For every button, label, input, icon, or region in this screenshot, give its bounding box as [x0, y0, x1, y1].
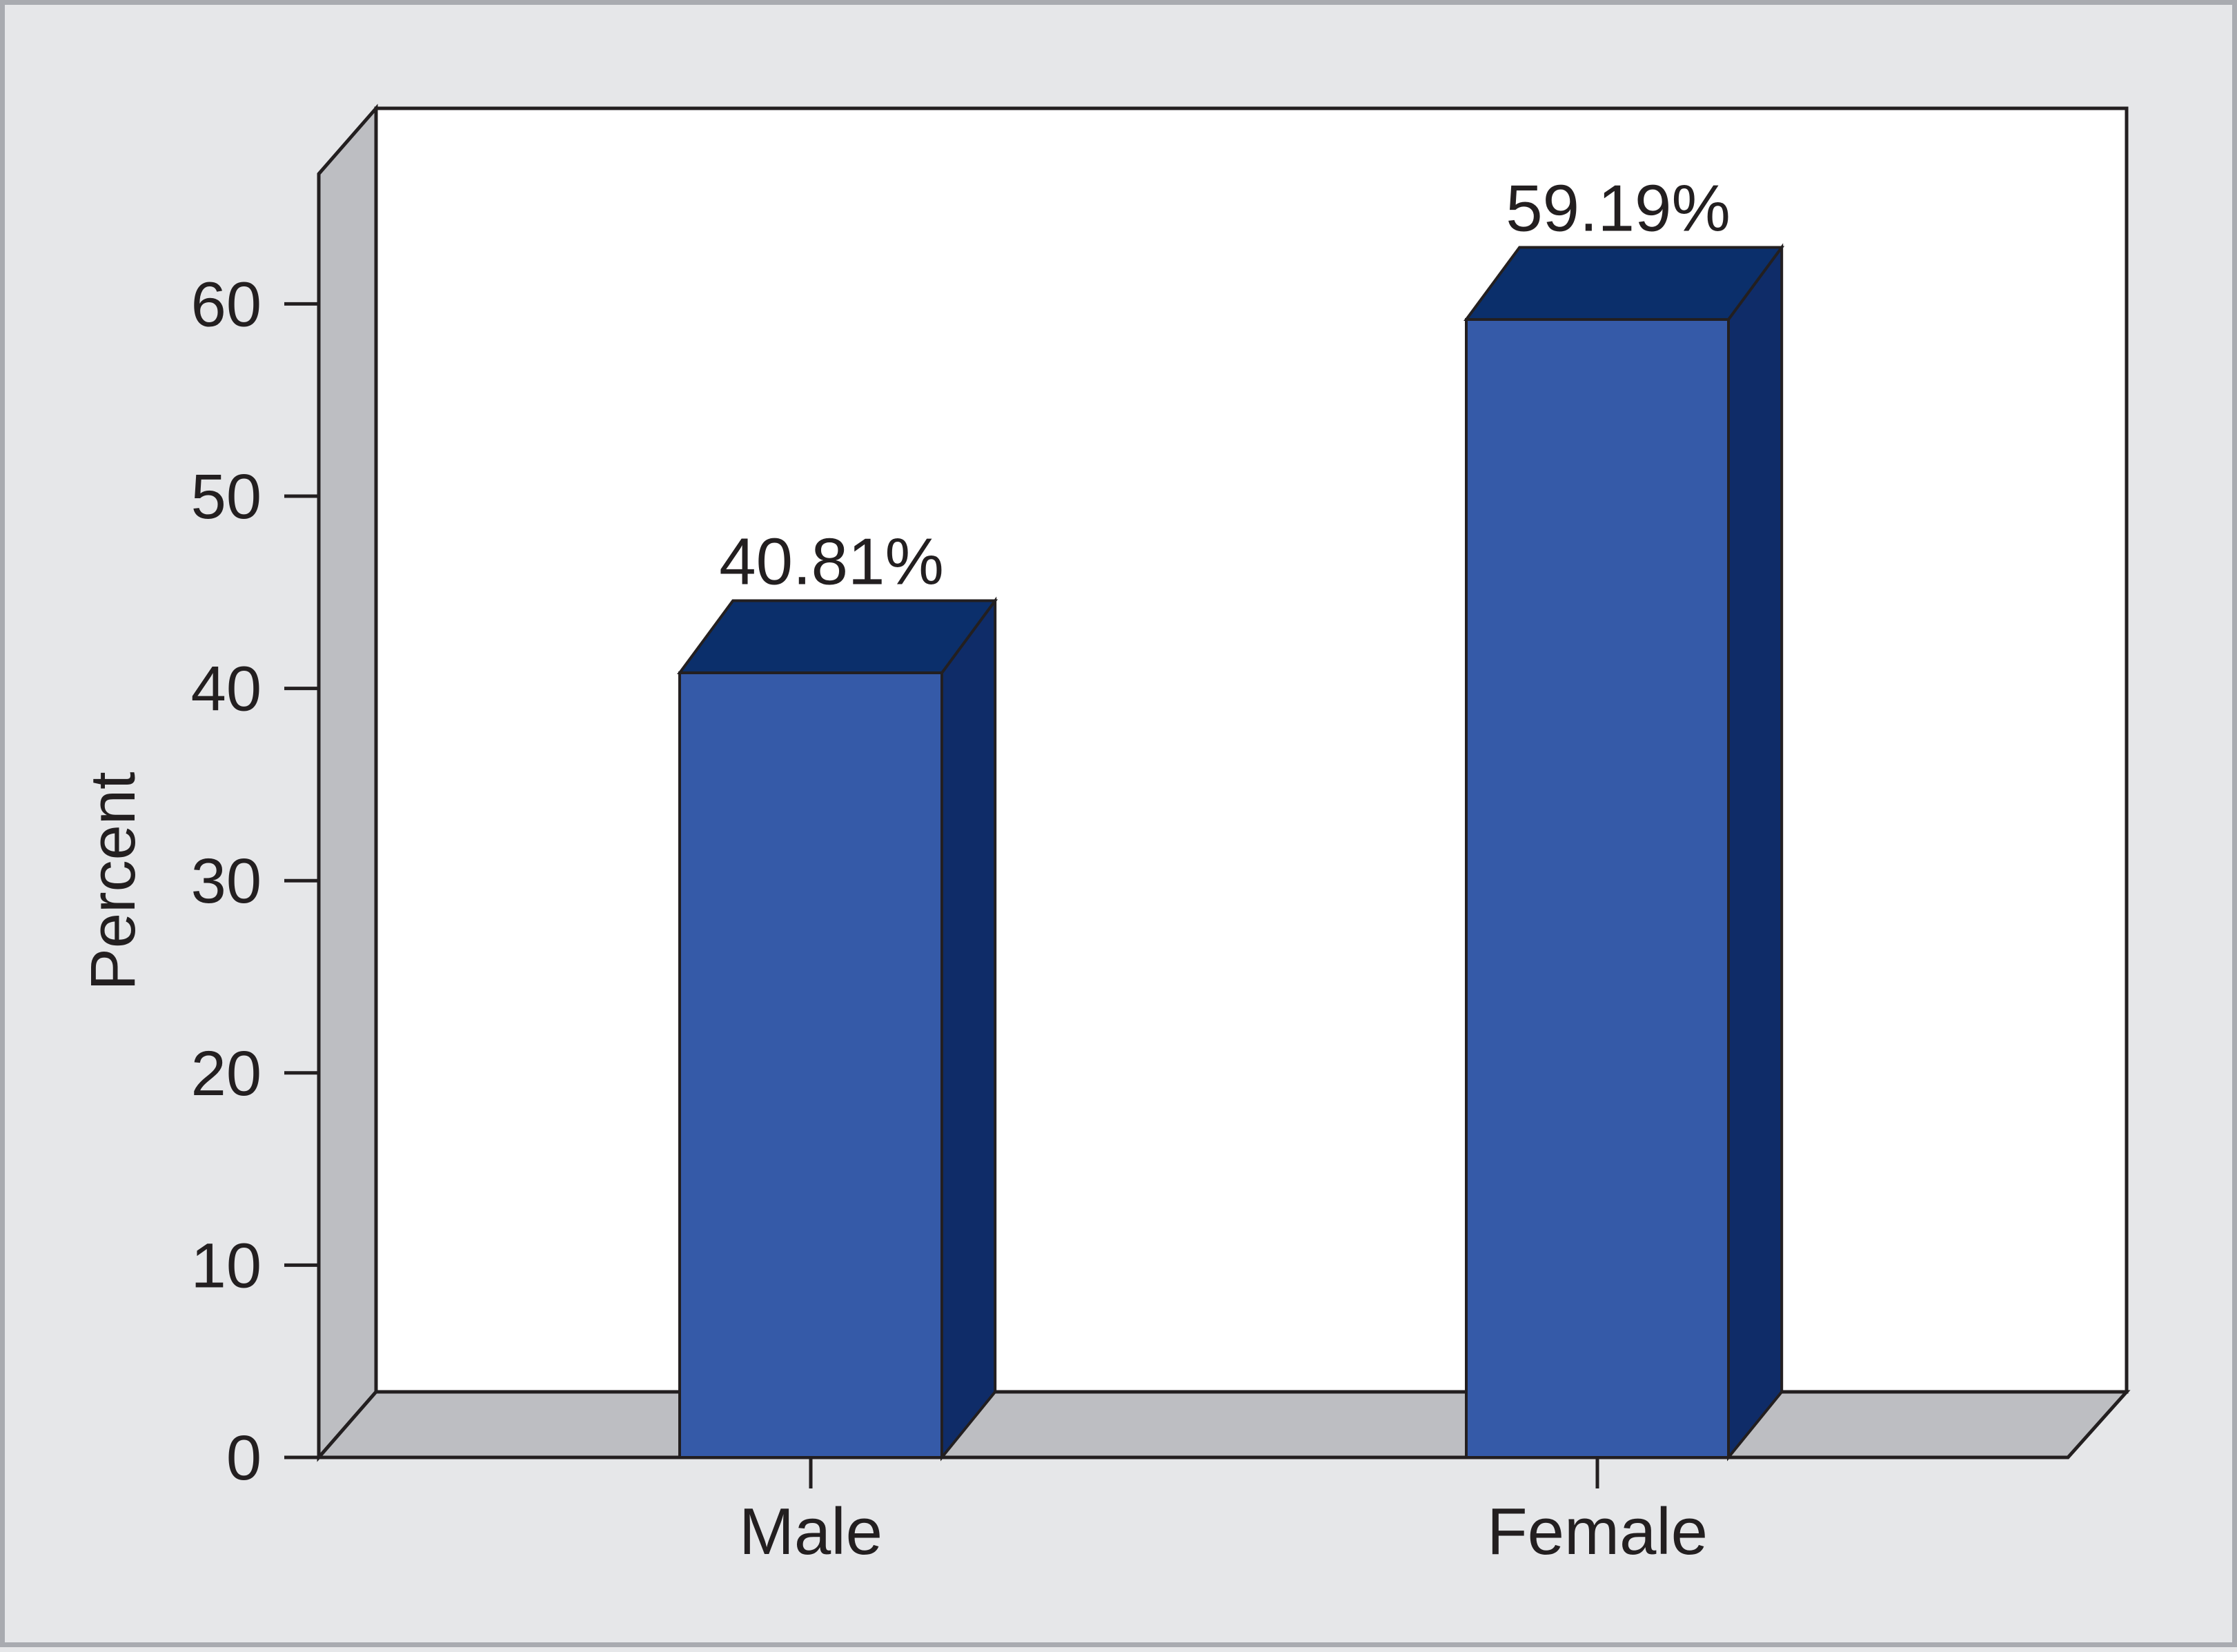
bar-front-face	[678, 671, 943, 1459]
y-tick-label: 20	[191, 1039, 262, 1109]
bar-chart: 0 10 20 30 40 50 60 40.81% 59.19% Male Female Pe…	[78, 104, 2131, 1569]
y-tick-label: 40	[191, 654, 262, 725]
bar-side-face	[940, 596, 997, 1462]
x-tick-label: Male	[739, 1495, 883, 1569]
bar-top-face	[1464, 246, 1785, 321]
y-axis-title: Percent	[78, 771, 148, 990]
y-tick-label: 10	[191, 1230, 262, 1301]
bar-value-label: 40.81%	[719, 525, 944, 599]
chart-walls	[315, 104, 2131, 1462]
y-axis: 0 10 20 30 40 50 60	[191, 269, 319, 1493]
back-wall	[374, 106, 2129, 1394]
bar-top-face	[677, 599, 998, 675]
side-wall	[317, 104, 378, 1462]
floor	[315, 1390, 2131, 1459]
x-axis: Male Female	[739, 1457, 1708, 1569]
x-tick-label: Female	[1487, 1495, 1708, 1569]
bar-side-face	[1727, 243, 1784, 1462]
y-tick-label: 0	[226, 1423, 262, 1493]
bar-value-label: 59.19%	[1506, 171, 1731, 245]
bar-male	[677, 596, 998, 1462]
bar-female	[1464, 243, 1785, 1462]
y-tick-label: 50	[191, 462, 262, 532]
y-tick-label: 60	[191, 269, 262, 340]
y-tick-label: 30	[191, 846, 262, 916]
bars: 40.81% 59.19%	[677, 171, 1785, 1462]
bar-front-face	[1465, 317, 1730, 1459]
